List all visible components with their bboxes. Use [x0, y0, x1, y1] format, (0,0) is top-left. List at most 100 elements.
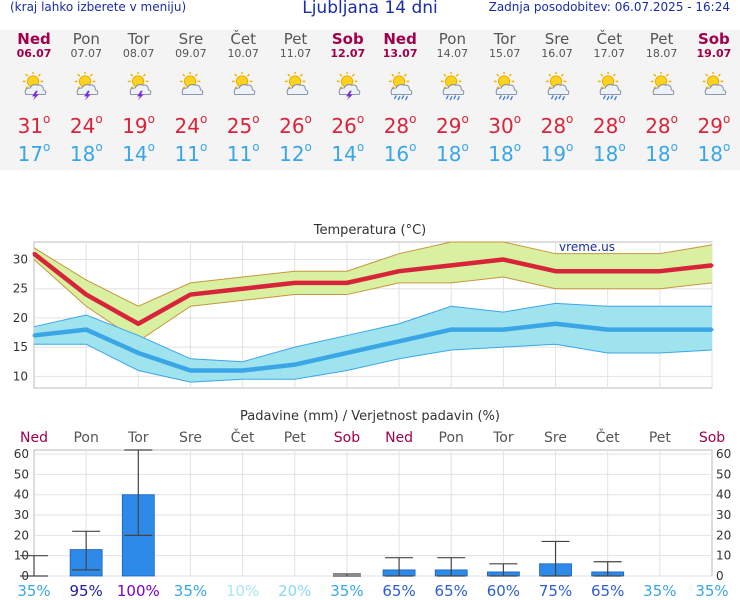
- min-temperature: 18o: [60, 140, 112, 166]
- x-tick-label: Ned: [20, 430, 48, 446]
- data-point: [658, 328, 662, 332]
- day-name: Sre: [178, 30, 204, 48]
- sun-cloud-rain-icon: [598, 72, 622, 101]
- max-temperature: 28o: [636, 112, 688, 138]
- data-point: [188, 293, 192, 297]
- day-date: 06.07: [16, 47, 52, 60]
- sun-cloud-thunder-icon: [127, 72, 151, 101]
- max-temperature: 28o: [583, 112, 635, 138]
- data-point: [293, 363, 297, 367]
- min-temperature: 18o: [636, 140, 688, 166]
- max-temperature-value: 29: [435, 114, 462, 138]
- day-column: Čet 10.07 25o 11o: [217, 30, 269, 166]
- data-point: [136, 351, 140, 355]
- degree-symbol: o: [356, 140, 365, 154]
- degree-symbol: o: [356, 112, 365, 126]
- y-tick-label-left: 20: [14, 528, 29, 542]
- y-tick-label-right: 0: [716, 569, 724, 583]
- degree-symbol: o: [304, 112, 312, 126]
- y-tick-label-right: 20: [716, 528, 731, 542]
- min-temperature-value: 14: [122, 142, 148, 166]
- data-point: [345, 351, 349, 355]
- sun-cloud-thunder-icon: [336, 72, 361, 101]
- day-name: Sob: [331, 30, 364, 48]
- x-tick-label: Pet: [284, 430, 307, 446]
- precipitation-probability: 75%: [539, 582, 572, 600]
- max-temperature: 30o: [479, 112, 531, 138]
- day-date: 17.07: [593, 47, 626, 60]
- max-temperature-value: 29: [697, 114, 723, 138]
- y-tick-label-left: 40: [14, 488, 29, 502]
- min-temperature-value: 12: [279, 142, 305, 166]
- sun-cloud-icon: [650, 72, 674, 95]
- day-name: Pon: [72, 30, 100, 48]
- precipitation-probability: 20%: [278, 582, 311, 600]
- chart-title: Padavine (mm) / Verjetnost padavin (%): [240, 409, 500, 424]
- day-name: Ned: [383, 30, 417, 48]
- y-tick-label: 10: [13, 369, 28, 383]
- max-temperature: 24o: [60, 112, 112, 138]
- max-temperature-line: [32, 251, 713, 327]
- degree-symbol: o: [252, 112, 260, 126]
- day-name: Tor: [127, 30, 150, 48]
- sun-cloud-rain-icon: [388, 72, 413, 101]
- degree-symbol: o: [513, 140, 522, 154]
- band-lower-edge: [33, 259, 713, 342]
- y-tick-label: 30: [13, 253, 28, 267]
- sun-cloud-icon: [284, 72, 308, 95]
- sun-cloud-icon: [702, 72, 727, 95]
- degree-symbol: o: [566, 112, 574, 126]
- min-temperature: 19o: [531, 140, 583, 166]
- precipitation-probability: 35%: [17, 582, 50, 600]
- x-tick-label: Ned: [385, 430, 413, 446]
- precipitation-chart: Padavine (mm) / Verjetnost padavin (%) Ne…: [14, 409, 732, 600]
- min-temperature: 17o: [8, 140, 60, 166]
- degree-symbol: o: [147, 112, 155, 126]
- data-point: [136, 322, 140, 326]
- y-tick-label: 25: [13, 282, 28, 296]
- max-temperature-value: 25: [226, 114, 253, 138]
- top-bar: (kraj lahko izberete v meniju) Ljubljana…: [0, 0, 740, 22]
- day-column: Sre 09.07 24o 11o: [165, 30, 217, 166]
- day-column: Tor 08.07 19o 14o: [113, 30, 165, 166]
- day-date: 08.07: [122, 47, 155, 60]
- last-update: Zadnja posodobitev: 06.07.2025 - 16:24: [488, 0, 730, 14]
- day-date: 12.07: [330, 47, 366, 60]
- degree-symbol: o: [95, 140, 103, 154]
- y-tick-label-left: 30: [14, 508, 29, 522]
- degree-symbol: o: [670, 112, 678, 126]
- min-temperature: 18o: [688, 140, 740, 166]
- data-point: [554, 322, 558, 326]
- day-date: 19.07: [696, 47, 732, 60]
- day-column: Pet 18.07 28o 18o: [636, 30, 688, 166]
- x-tick-label: Čet: [231, 428, 255, 446]
- degree-symbol: o: [409, 112, 417, 126]
- min-temperature-value: 18: [488, 142, 514, 166]
- data-point: [241, 287, 245, 291]
- day-date: 15.07: [488, 47, 521, 60]
- data-point: [449, 328, 453, 332]
- day-name: Pet: [283, 30, 308, 48]
- y-tick-label-right: 30: [716, 508, 731, 522]
- degree-symbol: o: [618, 112, 626, 126]
- degree-symbol: o: [43, 140, 51, 154]
- day-name: Pon: [438, 30, 466, 48]
- day-column: Sob 19.07 29o 18o: [688, 30, 740, 166]
- degree-symbol: o: [43, 112, 51, 126]
- degree-symbol: o: [199, 140, 208, 154]
- precipitation-probability: 60%: [487, 582, 520, 600]
- precipitation-probability: 35%: [643, 582, 676, 600]
- degree-symbol: o: [566, 140, 574, 154]
- max-temperature: 24o: [165, 112, 217, 138]
- max-temperature: 26o: [322, 112, 374, 138]
- y-tick-label: 20: [13, 311, 28, 325]
- max-temperature-value: 30: [488, 114, 514, 138]
- day-column: Sre 16.07 28o 19o: [531, 30, 583, 166]
- location-menu-note[interactable]: (kraj lahko izberete v meniju): [10, 0, 187, 14]
- band-lower-edge: [34, 343, 713, 383]
- data-point: [501, 328, 505, 332]
- y-tick-label-right: 60: [716, 447, 731, 461]
- day-date: 10.07: [227, 47, 259, 60]
- data-point: [32, 252, 36, 256]
- day-column: Ned 06.07 31o 17o: [8, 30, 60, 166]
